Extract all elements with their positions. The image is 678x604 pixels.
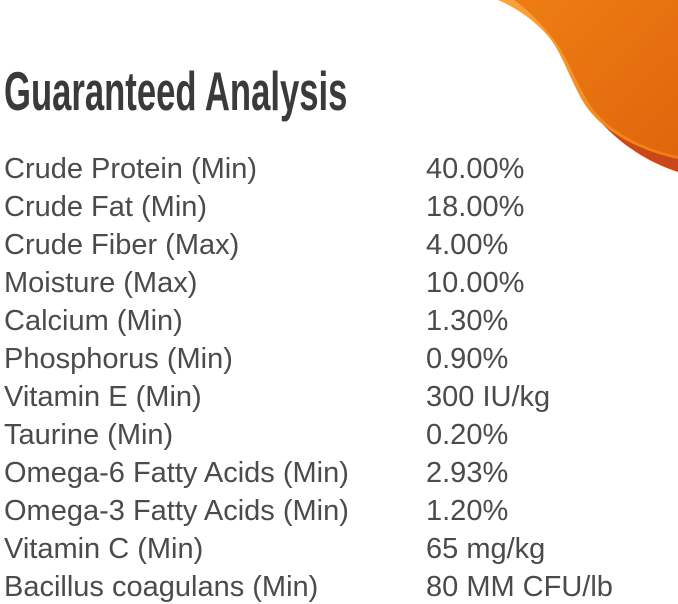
nutrient-value: 0.90% [426, 342, 509, 375]
nutrient-value: 18.00% [426, 190, 525, 223]
nutrient-value: 1.30% [426, 304, 509, 337]
analysis-row: Crude Fiber (Max) 4.00% [4, 226, 678, 264]
nutrient-value: 80 MM CFU/lb [426, 570, 613, 603]
page-title: Guaranteed Analysis [4, 60, 348, 122]
analysis-row: Crude Fat (Min) 18.00% [4, 188, 678, 226]
orange-swoosh-decoration [498, 0, 678, 172]
analysis-row: Calcium (Min) 1.30% [4, 302, 678, 340]
nutrient-value: 40.00% [426, 152, 525, 185]
nutrient-label: Bacillus coagulans (Min) [4, 570, 319, 603]
nutrient-value: 4.00% [426, 228, 509, 261]
analysis-row: Omega-6 Fatty Acids (Min) 2.93% [4, 454, 678, 492]
nutrient-value: 1.20% [426, 494, 509, 527]
nutrient-label: Crude Fiber (Max) [4, 228, 240, 261]
nutrient-label: Vitamin C (Min) [4, 532, 204, 565]
nutrient-label: Taurine (Min) [4, 418, 174, 451]
analysis-row: Moisture (Max) 10.00% [4, 264, 678, 302]
analysis-row: Vitamin C (Min) 65 mg/kg [4, 530, 678, 568]
nutrient-label: Phosphorus (Min) [4, 342, 233, 375]
nutrient-label: Omega-6 Fatty Acids (Min) [4, 456, 349, 489]
analysis-row: Phosphorus (Min) 0.90% [4, 340, 678, 378]
nutrient-label: Calcium (Min) [4, 304, 183, 337]
nutrient-label: Omega-3 Fatty Acids (Min) [4, 494, 349, 527]
nutrient-label: Moisture (Max) [4, 266, 198, 299]
analysis-row: Bacillus coagulans (Min) 80 MM CFU/lb [4, 568, 678, 604]
nutrient-value: 300 IU/kg [426, 380, 551, 413]
nutrient-label: Vitamin E (Min) [4, 380, 202, 413]
swoosh-body-shape [514, 0, 678, 156]
analysis-row: Taurine (Min) 0.20% [4, 416, 678, 454]
analysis-row: Vitamin E (Min) 300 IU/kg [4, 378, 678, 416]
nutrient-label: Crude Fat (Min) [4, 190, 208, 223]
analysis-row: Omega-3 Fatty Acids (Min) 1.20% [4, 492, 678, 530]
nutrient-value: 2.93% [426, 456, 509, 489]
analysis-table: Crude Protein (Min) 40.00% Crude Fat (Mi… [4, 150, 678, 604]
nutrient-value: 0.20% [426, 418, 509, 451]
analysis-row: Crude Protein (Min) 40.00% [4, 150, 678, 188]
nutrient-value: 65 mg/kg [426, 532, 546, 565]
nutrient-value: 10.00% [426, 266, 525, 299]
nutrient-label: Crude Protein (Min) [4, 152, 258, 185]
